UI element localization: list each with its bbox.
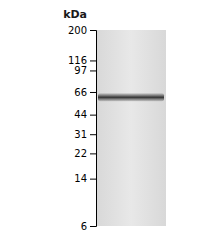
- y-tick: 22: [74, 148, 96, 159]
- y-tick: 66: [74, 87, 96, 98]
- y-tick-mark: [90, 226, 96, 227]
- y-tick-label: 22: [74, 148, 87, 159]
- y-tick-mark: [90, 153, 96, 154]
- chart-container: 2001169766443122146kDa: [0, 0, 216, 240]
- band: [98, 93, 164, 101]
- bands: [98, 93, 164, 101]
- y-tick-mark: [90, 179, 96, 180]
- y-tick: 14: [74, 173, 96, 184]
- plot-area: 2001169766443122146: [68, 25, 166, 232]
- y-tick: 6: [81, 221, 96, 232]
- y-tick-label: 200: [68, 25, 87, 36]
- gel-lane: [96, 30, 166, 226]
- y-tick-mark: [90, 115, 96, 116]
- y-axis: 2001169766443122146: [68, 25, 97, 232]
- y-tick-label: 66: [74, 87, 87, 98]
- y-tick: 200: [68, 25, 96, 36]
- y-tick-mark: [90, 134, 96, 135]
- y-axis-label: kDa: [63, 8, 87, 21]
- y-tick-label: 31: [74, 129, 87, 140]
- y-tick-mark: [90, 30, 96, 31]
- chart-svg: 2001169766443122146kDa: [0, 0, 216, 240]
- y-tick-label: 14: [74, 173, 87, 184]
- y-tick: 97: [74, 65, 96, 76]
- y-tick-mark: [90, 70, 96, 71]
- y-tick: 31: [74, 129, 96, 140]
- y-tick: 44: [74, 109, 96, 120]
- y-tick-label: 44: [74, 109, 87, 120]
- y-tick-mark: [90, 60, 96, 61]
- y-tick-label: 97: [74, 65, 87, 76]
- y-axis-line: [90, 31, 97, 227]
- y-tick-label: 6: [81, 221, 87, 232]
- y-tick-mark: [90, 92, 96, 93]
